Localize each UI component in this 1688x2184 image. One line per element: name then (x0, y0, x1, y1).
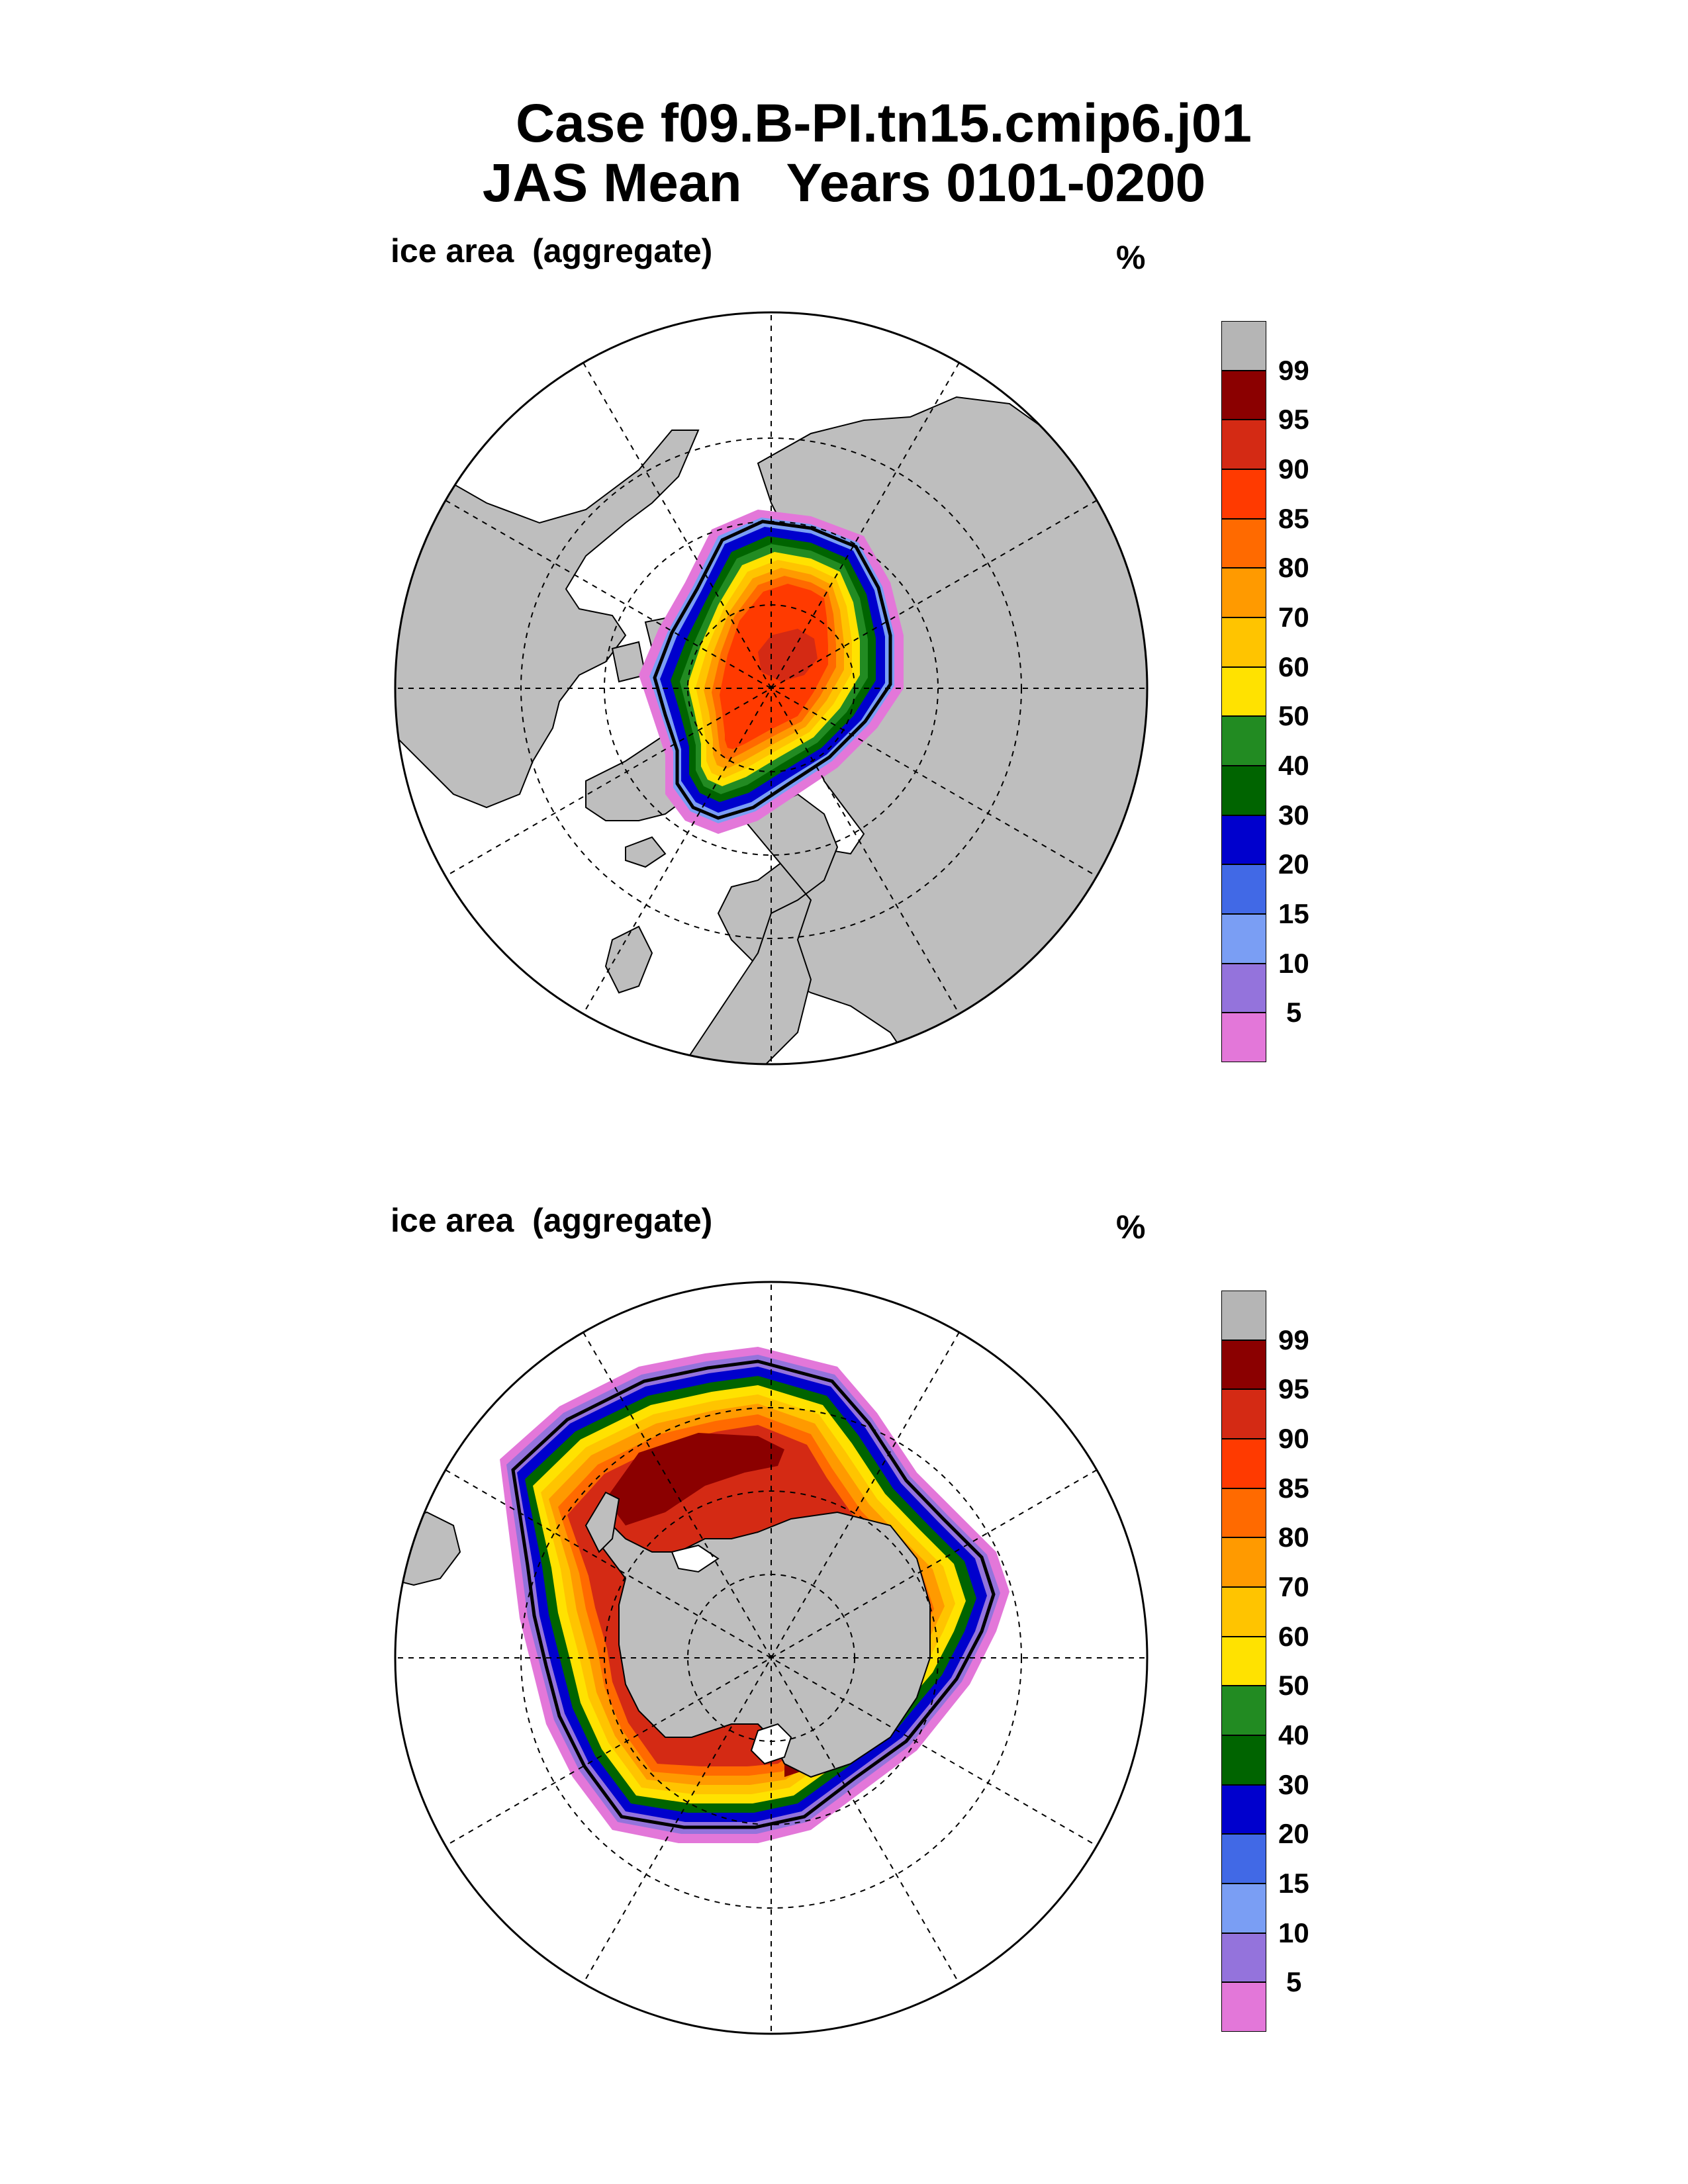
north-colorbar-box (1221, 864, 1266, 914)
north-colorbar-tick-label: 99 (1278, 354, 1309, 386)
south-colorbar-tick-label: 50 (1278, 1670, 1309, 1702)
south-colorbar-box (1221, 1686, 1266, 1735)
south-colorbar-tick-label: 99 (1278, 1324, 1309, 1355)
north-graticule (395, 312, 1147, 1064)
north-colorbar-tick-label: 10 (1278, 947, 1309, 979)
north-colorbar-box (1221, 914, 1266, 964)
figure-title: Case f09.B-PI.tn15.cmip6.j01 (515, 93, 1252, 154)
north-colorbar-tick-label: 50 (1278, 700, 1309, 732)
south-colorbar-tick-label: 15 (1278, 1868, 1309, 1899)
south-colorbar-box (1221, 1439, 1266, 1488)
south-colorbar-tick-label: 30 (1278, 1768, 1309, 1800)
south-colorbar-box (1221, 1389, 1266, 1439)
north-colorbar-box (1221, 716, 1266, 766)
south-colorbar-box (1221, 1933, 1266, 1983)
north-ice-95 (758, 629, 818, 682)
north-colorbar-tick-label: 90 (1278, 453, 1309, 484)
north-polar-map (394, 311, 1149, 1066)
north-colorbar-box (1221, 568, 1266, 617)
south-colorbar-box (1221, 1291, 1266, 1340)
south-colorbar-box (1221, 1537, 1266, 1587)
north-colorbar-box (1221, 617, 1266, 667)
north-panel-label: ice area (aggregate) (391, 232, 713, 269)
south-ice-95 (606, 1433, 784, 1525)
north-colorbar-box (1221, 370, 1266, 420)
north-colorbar-tick-label: 80 (1278, 552, 1309, 584)
south-colorbar-box (1221, 1636, 1266, 1686)
north-land-europe (677, 793, 839, 1064)
south-colorbar-box (1221, 1488, 1266, 1538)
north-map-border (394, 311, 1149, 1066)
south-colorbar-box (1221, 1982, 1266, 2032)
north-colorbar-tick-label: 20 (1278, 848, 1309, 880)
north-colorbar-box (1221, 963, 1266, 1013)
north-land-uk (604, 925, 653, 994)
north-colorbar-box (1221, 1013, 1266, 1062)
north-colorbar-box (1221, 815, 1266, 865)
north-land-iceland (625, 836, 667, 868)
north-colorbar-box (1221, 321, 1266, 371)
south-colorbar-box (1221, 1834, 1266, 1884)
north-colorbar: 5 10 15 20 30 40 50 60 70 80 85 90 95 99 (1221, 321, 1309, 1062)
north-colorbar-tick-label: 95 (1278, 404, 1309, 435)
south-colorbar-tick-label: 90 (1278, 1423, 1309, 1454)
south-colorbar-tick-label: 60 (1278, 1620, 1309, 1652)
south-colorbar-box (1221, 1735, 1266, 1785)
south-land-peninsula (585, 1491, 620, 1553)
north-colorbar-box (1221, 766, 1266, 815)
north-colorbar-tick-label: 85 (1278, 502, 1309, 534)
south-colorbar-tick-label: 80 (1278, 1522, 1309, 1553)
north-colorbar-tick-label: 15 (1278, 898, 1309, 929)
south-colorbar-tick-label: 20 (1278, 1818, 1309, 1850)
south-ice-edge-contour (511, 1359, 996, 1829)
south-polar-map (394, 1281, 1149, 2035)
south-colorbar-tick-label: 85 (1278, 1472, 1309, 1504)
north-colorbar-tick-label: 40 (1278, 750, 1309, 781)
south-colorbar-box (1221, 1884, 1266, 1933)
south-colorbar-tick-label: 95 (1278, 1373, 1309, 1405)
south-colorbar-box (1221, 1784, 1266, 1835)
south-colorbar-tick-label: 70 (1278, 1571, 1309, 1602)
north-land-north-america (395, 430, 700, 809)
north-ice-edge-contour (653, 520, 892, 820)
south-colorbar-box (1221, 1340, 1266, 1390)
south-ice-shelf-weddell (671, 1544, 720, 1573)
figure-subtitle: JAS Mean Years 0101-0200 (482, 153, 1206, 213)
south-graticule (395, 1282, 1147, 2034)
south-map-border (394, 1281, 1149, 2035)
south-colorbar-box (1221, 1587, 1266, 1637)
south-colorbar-tick-label: 10 (1278, 1917, 1309, 1948)
north-colorbar-tick-label: 30 (1278, 799, 1309, 831)
south-colorbar-tick-label: 40 (1278, 1719, 1309, 1751)
north-colorbar-box (1221, 420, 1266, 469)
north-colorbar-tick-label: 60 (1278, 651, 1309, 682)
north-colorbar-box (1221, 518, 1266, 569)
north-colorbar-box (1221, 666, 1266, 717)
south-units-label: % (1116, 1208, 1146, 1246)
south-colorbar-tick-label: 5 (1286, 1966, 1302, 1998)
north-colorbar-tick-label: 70 (1278, 602, 1309, 633)
south-colorbar: 5 10 15 20 30 40 50 60 70 80 85 90 95 99 (1221, 1291, 1309, 2032)
north-colorbar-box (1221, 469, 1266, 519)
south-land-antarctica (585, 1511, 931, 1778)
south-panel-label: ice area (aggregate) (391, 1202, 713, 1239)
north-units-label: % (1116, 239, 1146, 276)
north-colorbar-tick-label: 5 (1286, 997, 1302, 1028)
